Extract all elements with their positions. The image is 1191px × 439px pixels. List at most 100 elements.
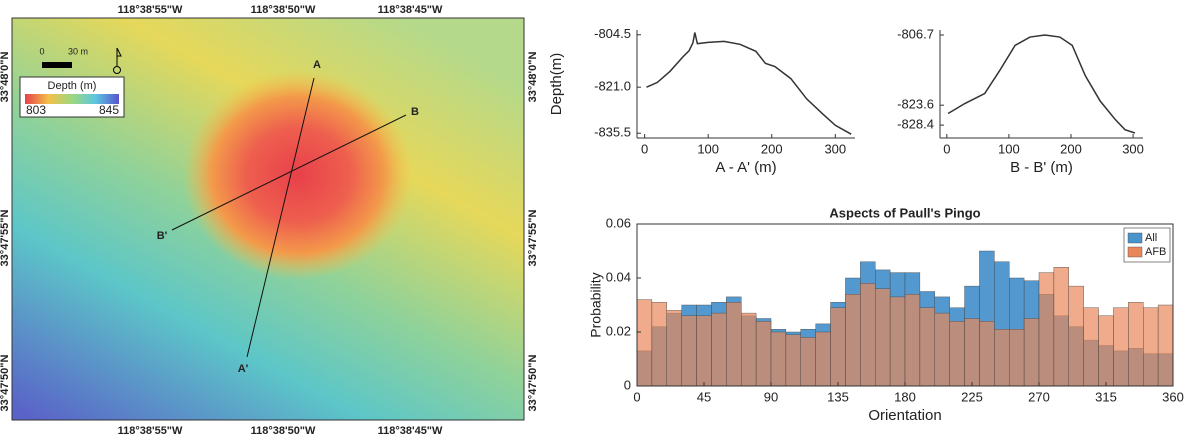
histogram-bar: [711, 312, 727, 387]
histogram-bar: [800, 337, 816, 387]
lat-label: 33°47'55"N: [527, 210, 539, 267]
profile-label: A': [238, 363, 249, 375]
map: A A' B B' 0 30 m Depth (m) 803 845 118°3…: [0, 4, 539, 437]
histogram-bar: [726, 302, 742, 387]
x-tick-label: 200: [1060, 141, 1082, 156]
histogram-bar: [1023, 318, 1040, 387]
histogram-bar: [875, 288, 891, 387]
y-tick-label: -823.6: [897, 97, 934, 112]
y-axis-label: Depth(m): [548, 53, 565, 116]
y-tick-label: 0.02: [606, 323, 631, 338]
scale-bar: [42, 62, 72, 68]
histogram-bar: [1009, 329, 1025, 387]
lat-label: 33°48'0"N: [0, 52, 11, 103]
x-tick-label: 90: [764, 389, 778, 404]
y-tick-label: -835.5: [594, 125, 631, 140]
lon-label: 118°38'45"W: [378, 4, 443, 16]
lat-label: 33°48'0"N: [527, 52, 539, 103]
histogram-bar: [994, 329, 1010, 387]
x-tick-label: 180: [894, 389, 916, 404]
histogram-bar: [860, 283, 876, 387]
profile-line: [646, 32, 852, 135]
histogram-bar: [964, 318, 980, 387]
histogram-bar: [830, 307, 846, 387]
x-tick-label: 360: [1162, 389, 1184, 404]
y-tick-label: -821.0: [594, 79, 631, 94]
north-arrow: [113, 66, 121, 74]
x-tick-label: 315: [1095, 389, 1117, 404]
histogram-bar: [770, 331, 787, 387]
profile-line: [171, 114, 407, 231]
histogram-bar: [651, 302, 667, 387]
legend-min: 803: [26, 103, 46, 117]
histogram-bar: [696, 315, 712, 387]
x-tick-label: 225: [961, 389, 983, 404]
scale-label: 30 m: [68, 46, 88, 56]
histogram-bar: [741, 312, 757, 387]
lat-label: 33°47'55"N: [0, 210, 11, 267]
x-axis-label: A - A' (m): [715, 159, 776, 176]
legend-label: AFB: [1145, 246, 1166, 258]
lat-label: 33°47'50"N: [0, 355, 11, 412]
legend-swatch: [1127, 246, 1143, 258]
x-tick-label: 135: [827, 389, 849, 404]
lon-label: 118°38'55"W: [118, 425, 183, 437]
y-tick-label: -804.5: [594, 26, 631, 41]
histogram-bar: [949, 321, 965, 387]
legend-max: 845: [99, 103, 119, 117]
profile-line: [246, 77, 315, 358]
legend-swatch: [1127, 232, 1143, 244]
histogram-bar: [845, 294, 861, 387]
color-bar: [25, 94, 119, 104]
histogram-bar: [1038, 272, 1055, 387]
x-tick-label: 200: [761, 141, 783, 156]
histogram-bar: [1128, 302, 1144, 387]
y-tick-label: -806.7: [897, 26, 934, 41]
histogram-bar: [889, 296, 906, 387]
x-axis-label: B - B' (m): [1010, 159, 1073, 176]
histogram-bar: [1053, 267, 1069, 387]
histogram-bar: [904, 294, 921, 387]
histogram-bar: [815, 331, 831, 387]
y-tick-label: 0.06: [606, 215, 631, 230]
y-tick-label: 0.04: [606, 269, 631, 284]
legend-label: All: [1145, 232, 1157, 244]
x-tick-label: 270: [1028, 389, 1050, 404]
histogram-bar: [919, 307, 935, 387]
north-arrow: [116, 47, 122, 66]
histogram-bar: [755, 321, 772, 387]
histogram-bar: [1098, 315, 1114, 387]
x-tick-label: 100: [697, 141, 719, 156]
x-tick-label: 300: [1122, 141, 1144, 156]
histogram-bar: [979, 321, 995, 387]
scale-label: 0: [39, 46, 44, 56]
x-axis-label: Orientation: [868, 407, 941, 424]
lon-label: 118°38'50"W: [251, 4, 316, 16]
pingo-mound: [183, 70, 413, 280]
x-tick-label: 300: [824, 141, 846, 156]
histogram-bar: [785, 334, 801, 387]
histogram-bar: [1157, 304, 1174, 387]
x-tick-label: 45: [697, 389, 711, 404]
lat-label: 33°47'50"N: [527, 355, 539, 412]
lon-label: 118°38'55"W: [118, 4, 183, 16]
profile-label: B': [157, 230, 168, 242]
y-tick-label: -828.4: [897, 117, 934, 132]
chart-title: Aspects of Paull's Pingo: [829, 205, 980, 220]
histogram-bar: [1143, 307, 1159, 387]
x-tick-label: 0: [633, 389, 640, 404]
histogram-bar: [681, 315, 697, 387]
profile-label: A: [313, 59, 321, 71]
legend-title: Depth (m): [48, 80, 97, 92]
x-tick-label: 0: [641, 141, 648, 156]
histogram-bar: [1113, 307, 1129, 387]
y-axis-label: Probability: [588, 272, 604, 337]
map-frame: [11, 17, 525, 421]
histogram-bar: [1068, 285, 1084, 387]
histogram-bar: [934, 312, 950, 387]
y-tick-label: 0: [624, 377, 631, 392]
x-tick-label: 100: [998, 141, 1020, 156]
histogram-bar: [666, 310, 682, 387]
lon-label: 118°38'45"W: [378, 425, 443, 437]
